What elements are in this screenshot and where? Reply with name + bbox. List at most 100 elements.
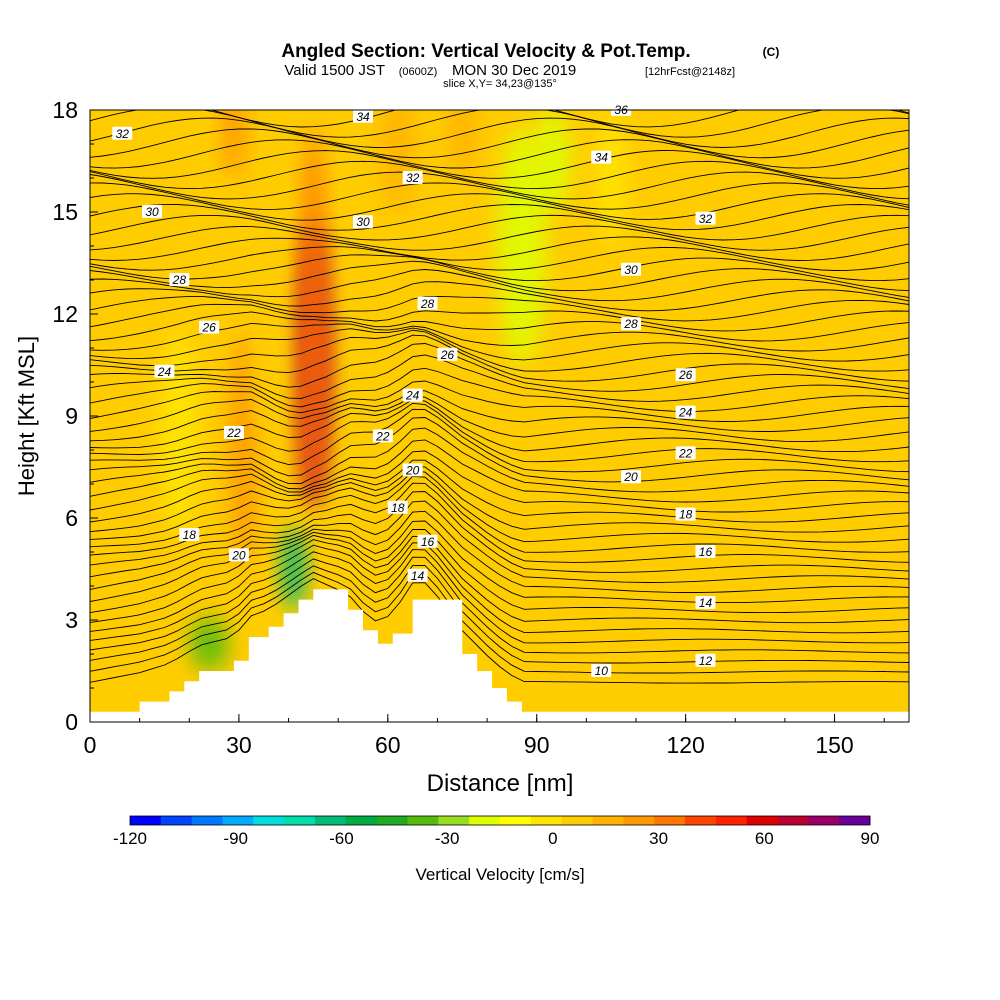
valid-time-line: Valid 1500 JST (0600Z) MON 30 Dec 2019 [… [284, 62, 735, 79]
theta-contour [90, 260, 909, 292]
colorbar-swatch [222, 816, 254, 825]
terrain-mask [90, 589, 909, 722]
theta-contour [90, 439, 909, 503]
theta-contour [90, 482, 909, 563]
x-tick-label: 60 [375, 732, 401, 758]
theta-contour [90, 408, 909, 473]
theta-contour [90, 427, 909, 493]
theta-contour [90, 150, 909, 179]
theta-contour [90, 450, 909, 513]
theta-contour [90, 214, 909, 241]
theta-contour [90, 295, 909, 322]
velocity-cell [228, 331, 259, 569]
theta-contour [90, 578, 909, 684]
colorbar-swatch [407, 816, 439, 825]
theta-label: 32 [695, 211, 716, 226]
y-tick-label: 15 [52, 199, 78, 225]
theta-contour [90, 171, 909, 200]
theta-contour [90, 334, 909, 382]
velocity-cell [447, 110, 478, 178]
velocity-cell [300, 127, 326, 501]
theta-contour [90, 459, 909, 523]
theta-contour [90, 311, 909, 342]
theta-label-text: 32 [116, 127, 130, 141]
colorbar-tick-label: -30 [435, 829, 460, 848]
theta-label-text: 10 [595, 664, 609, 678]
theta-label: 34 [591, 150, 612, 165]
theta-contour [90, 520, 909, 604]
theta-contour [90, 390, 909, 432]
potential-temperature-contours [90, 110, 909, 684]
theta-label-text: 22 [678, 446, 693, 460]
theta-label-text: 18 [679, 508, 693, 522]
theta-label: 22 [223, 426, 244, 440]
colorbar-swatch [253, 816, 285, 825]
theta-contour [90, 204, 909, 231]
colorbar-swatch [284, 816, 316, 825]
x-tick-label: 150 [815, 732, 853, 758]
theta-contour [90, 500, 909, 583]
colorbar: -120 -90 -60 -30 0 30 60 90 [113, 815, 879, 848]
theta-label: 32 [112, 126, 133, 141]
colorbar-swatch [654, 816, 686, 825]
theta-contour [209, 110, 909, 128]
theta-label: 32 [402, 171, 423, 185]
colorbar-swatch [130, 816, 162, 825]
y-axis-label: Height [Kft MSL] [14, 336, 39, 496]
theta-label-text: 20 [231, 548, 246, 562]
theta-label-text: 28 [420, 297, 435, 311]
theta-contour [90, 465, 909, 533]
theta-contour [90, 281, 909, 312]
theta-label-text: 28 [623, 317, 638, 331]
theta-label-text: 34 [595, 151, 609, 165]
colorbar-swatch [438, 816, 470, 825]
colorbar-swatch [191, 816, 223, 825]
colorbar-swatch [715, 816, 748, 825]
velocity-cell [380, 110, 416, 212]
y-tick-label: 9 [65, 403, 78, 429]
theta-label-text: 26 [678, 368, 693, 382]
velocity-cell [770, 110, 850, 229]
theta-contour [90, 542, 909, 634]
theta-label: 22 [675, 446, 696, 460]
theta-contour [90, 535, 909, 624]
theta-label-text: 16 [421, 535, 435, 549]
y-tick-label: 3 [65, 607, 78, 633]
chart-title: Angled Section: Vertical Velocity & Pot.… [281, 41, 690, 62]
theta-label-text: 24 [157, 365, 172, 379]
theta-label-text: 30 [624, 263, 638, 277]
theta-label: 10 [591, 664, 612, 678]
theta-label-text: 34 [356, 110, 370, 124]
theta-label: 16 [695, 545, 716, 559]
theta-label-text: 32 [699, 212, 713, 226]
colorbar-swatch [777, 816, 809, 825]
theta-label: 24 [675, 405, 696, 420]
theta-label: 34 [353, 109, 373, 124]
theta-label-text: 14 [699, 596, 713, 610]
theta-label: 12 [695, 653, 716, 668]
theta-label: 20 [228, 548, 249, 562]
theta-label: 30 [142, 205, 163, 219]
slice-info: slice X,Y= 34,23@135° [443, 78, 557, 90]
theta-label: 14 [407, 568, 428, 583]
theta-label: 24 [154, 364, 175, 379]
velocity-cell [189, 616, 229, 671]
x-axis-label: Distance [nm] [427, 770, 574, 797]
theta-label-text: 24 [678, 406, 693, 420]
y-axis: 0 3 6 9 12 15 18 [52, 97, 98, 735]
theta-contour [90, 128, 909, 159]
theta-contour [90, 139, 909, 169]
colorbar-tick-label: 30 [649, 829, 668, 848]
theta-label: 28 [169, 273, 190, 287]
colorbar-swatch [808, 816, 840, 825]
theta-label-text: 18 [391, 501, 405, 515]
colorbar-swatch [500, 816, 532, 825]
x-tick-label: 30 [226, 732, 252, 758]
theta-label: 18 [387, 500, 408, 515]
x-axis: 0 30 60 90 120 150 [84, 714, 885, 758]
theta-label: 26 [437, 347, 458, 362]
colorbar-tick-label: -60 [329, 829, 354, 848]
theta-label: 14 [695, 596, 716, 610]
theta-label-text: 18 [183, 528, 197, 542]
